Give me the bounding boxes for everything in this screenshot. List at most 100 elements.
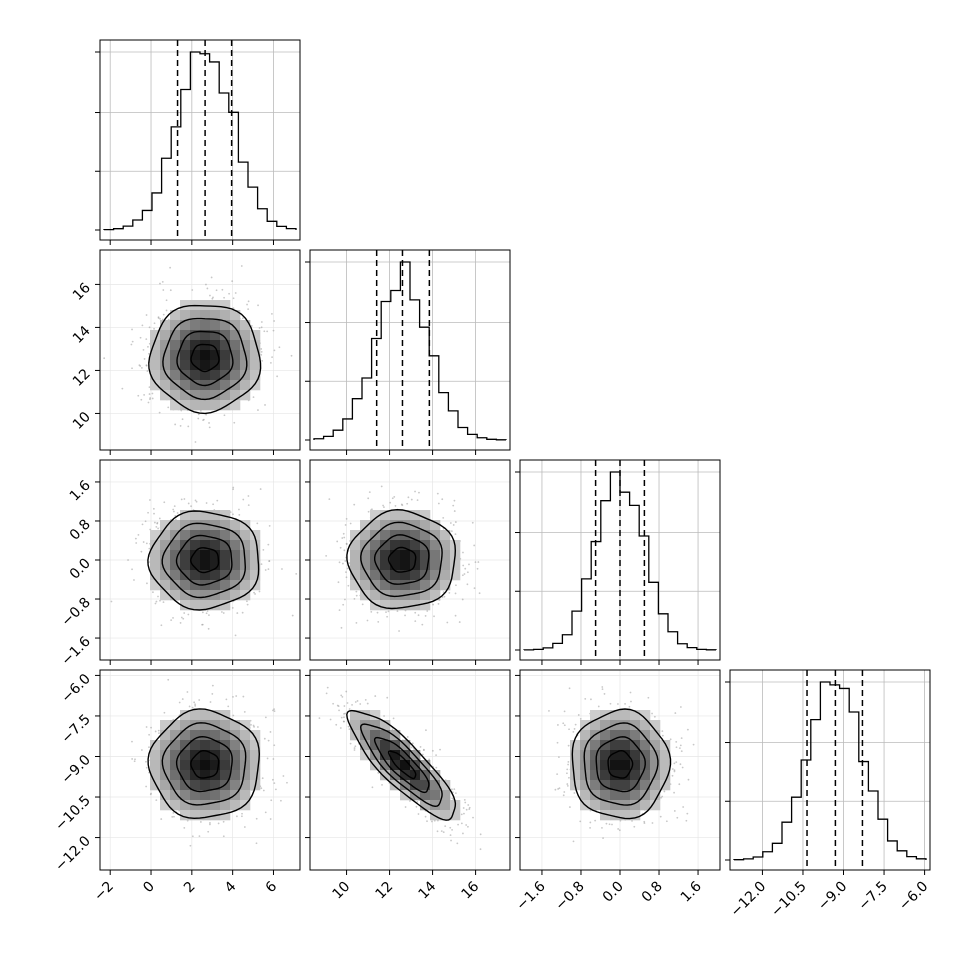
density-block xyxy=(160,760,171,771)
density-block xyxy=(160,750,171,761)
sample-point xyxy=(135,542,138,544)
sample-point xyxy=(103,357,106,360)
density-block xyxy=(190,720,201,731)
density-block xyxy=(410,580,421,591)
density-block xyxy=(200,360,211,371)
sample-point xyxy=(201,611,204,614)
contour-line xyxy=(175,735,233,793)
sample-point xyxy=(343,705,346,707)
density-block xyxy=(250,770,261,781)
sample-point xyxy=(131,328,133,331)
sample-point xyxy=(238,508,240,511)
y-tick-label: −12.0 xyxy=(52,833,94,875)
sample-point xyxy=(215,289,218,292)
density-block xyxy=(160,740,171,751)
sample-point xyxy=(222,835,225,838)
sample-point xyxy=(155,799,158,802)
sample-point xyxy=(473,587,476,590)
sample-point xyxy=(252,396,255,399)
density-block xyxy=(240,730,251,741)
sample-point xyxy=(342,720,345,723)
density-block xyxy=(230,370,241,381)
sample-point xyxy=(145,364,148,367)
scatter-panel-3-1 xyxy=(95,459,301,665)
density-block xyxy=(170,580,181,591)
sample-point xyxy=(472,816,474,819)
density-block xyxy=(240,540,251,551)
density-block xyxy=(160,390,171,401)
sample-point xyxy=(441,596,444,599)
density-block xyxy=(210,570,221,581)
sample-point xyxy=(450,530,453,533)
sample-point xyxy=(201,623,203,626)
density-block xyxy=(150,370,161,381)
density-block xyxy=(210,330,221,341)
density-block xyxy=(210,400,221,411)
density-block xyxy=(180,310,191,321)
sample-point xyxy=(199,821,202,823)
density-block xyxy=(180,750,191,761)
sample-point xyxy=(223,296,225,299)
sample-point xyxy=(157,729,160,732)
density-block xyxy=(150,780,161,791)
density-block xyxy=(200,560,211,571)
density-block xyxy=(200,600,211,611)
sample-point xyxy=(271,312,273,315)
sample-point xyxy=(396,610,399,612)
sample-point xyxy=(380,485,383,488)
density-block xyxy=(350,530,361,541)
sample-point xyxy=(209,701,212,703)
density-block xyxy=(170,770,181,781)
density-block xyxy=(390,510,401,521)
density-block xyxy=(240,720,251,731)
sample-point xyxy=(206,287,209,290)
density-block xyxy=(240,570,251,581)
histogram-step xyxy=(103,51,297,231)
sample-point xyxy=(463,573,466,575)
sample-point xyxy=(247,495,250,497)
contour-line xyxy=(147,510,260,611)
sample-point xyxy=(252,724,255,727)
sample-point xyxy=(257,409,259,411)
density-block xyxy=(250,380,261,391)
sample-point xyxy=(246,603,249,606)
density-block xyxy=(200,550,211,561)
sample-point xyxy=(338,561,341,564)
density-block xyxy=(220,380,231,391)
sample-point xyxy=(325,692,328,695)
sample-point xyxy=(191,289,194,291)
density-block xyxy=(220,320,231,331)
sample-point xyxy=(462,551,464,554)
panel-frame xyxy=(309,459,511,661)
sample-point xyxy=(241,611,244,614)
sample-point xyxy=(339,546,342,549)
y-tick-label: −0.8 xyxy=(58,595,93,630)
sample-point xyxy=(110,600,113,603)
density-block xyxy=(220,350,231,361)
density-block xyxy=(210,710,221,721)
density-block xyxy=(190,790,201,801)
sample-point xyxy=(361,603,364,606)
sample-point xyxy=(290,354,293,357)
sample-point xyxy=(344,524,347,526)
sample-point xyxy=(347,584,350,587)
density-block xyxy=(200,810,211,821)
sample-point xyxy=(354,745,357,748)
density-block xyxy=(200,770,211,781)
density-block xyxy=(360,570,371,581)
sample-point xyxy=(450,839,452,842)
contour-line xyxy=(162,317,248,401)
sample-point xyxy=(451,797,454,800)
density-block xyxy=(430,560,441,571)
density-block xyxy=(200,330,211,341)
density-block xyxy=(220,730,231,741)
sample-point xyxy=(353,747,356,749)
sample-point xyxy=(145,766,148,769)
x-tick-label: 6 xyxy=(263,878,281,896)
density-block xyxy=(180,790,191,801)
sample-point xyxy=(366,619,369,622)
density-block xyxy=(170,310,181,321)
sample-point xyxy=(269,731,272,733)
density-block xyxy=(450,560,461,571)
sample-point xyxy=(208,614,210,616)
